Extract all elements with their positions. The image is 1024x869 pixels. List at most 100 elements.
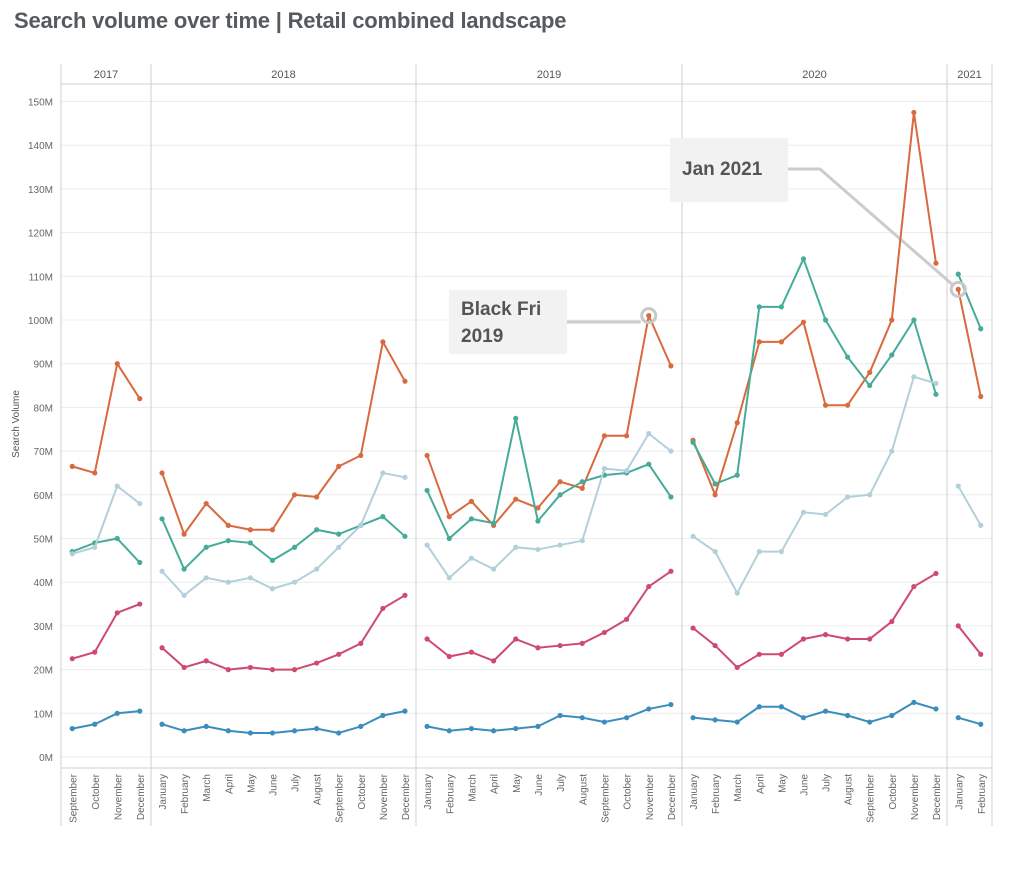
data-point bbox=[513, 636, 519, 642]
series-lines bbox=[69, 109, 984, 736]
data-point bbox=[203, 658, 209, 664]
series-orange bbox=[69, 109, 984, 537]
data-point bbox=[712, 717, 718, 723]
data-point bbox=[601, 719, 608, 725]
x-tick-label: November bbox=[910, 773, 921, 820]
data-point bbox=[446, 653, 452, 660]
year-header-2020: 2020 bbox=[802, 69, 826, 81]
annotation-markers bbox=[640, 280, 967, 325]
data-point bbox=[978, 721, 984, 727]
series-line-segment bbox=[957, 625, 982, 655]
data-point bbox=[291, 544, 298, 550]
data-point bbox=[690, 625, 696, 631]
data-point bbox=[712, 481, 718, 487]
data-point bbox=[668, 568, 674, 574]
data-point bbox=[911, 699, 917, 705]
data-point bbox=[756, 549, 762, 555]
data-point bbox=[225, 522, 231, 528]
data-point bbox=[822, 632, 829, 638]
x-tick-label: August bbox=[578, 774, 589, 805]
data-point bbox=[181, 592, 187, 598]
data-point bbox=[468, 649, 475, 655]
x-tick-label: December bbox=[932, 773, 943, 820]
data-point bbox=[867, 636, 873, 642]
data-point bbox=[203, 575, 209, 581]
x-tick-label: January bbox=[954, 774, 965, 810]
data-point bbox=[291, 492, 298, 498]
x-tick-label: July bbox=[822, 774, 833, 792]
x-tick-label: March bbox=[467, 774, 478, 802]
x-tick-label: May bbox=[512, 774, 523, 793]
data-point bbox=[159, 568, 165, 574]
data-point bbox=[557, 542, 563, 548]
x-tick-label: September bbox=[866, 773, 877, 823]
data-point bbox=[557, 712, 563, 719]
data-point bbox=[646, 461, 652, 467]
data-point bbox=[822, 317, 829, 323]
data-point bbox=[778, 304, 784, 310]
x-tick-label: November bbox=[645, 773, 656, 820]
data-point bbox=[778, 339, 784, 345]
data-point bbox=[911, 317, 917, 323]
data-point bbox=[579, 538, 585, 544]
series-line-segment bbox=[161, 594, 406, 671]
data-point bbox=[314, 494, 320, 500]
x-tick-label: March bbox=[202, 774, 213, 802]
data-point bbox=[579, 715, 585, 721]
y-tick-label: 60M bbox=[34, 491, 53, 502]
data-point bbox=[269, 667, 276, 673]
x-tick-label: October bbox=[623, 773, 634, 809]
series-line-segment bbox=[72, 710, 140, 730]
data-point bbox=[336, 730, 342, 736]
data-point bbox=[557, 479, 563, 485]
data-point bbox=[380, 470, 386, 476]
data-point bbox=[269, 527, 276, 533]
y-tick-label: 70M bbox=[34, 447, 53, 458]
data-point bbox=[159, 645, 165, 651]
data-point bbox=[889, 618, 895, 625]
data-point bbox=[867, 719, 873, 725]
data-point bbox=[402, 708, 408, 714]
data-point bbox=[358, 522, 364, 528]
series-blue bbox=[69, 699, 984, 736]
panel-frames: 2017 2018 2019 2020 2021 bbox=[60, 64, 993, 826]
data-point bbox=[402, 378, 408, 384]
series-line-segment bbox=[71, 603, 141, 660]
data-point bbox=[137, 601, 143, 607]
data-point bbox=[535, 645, 541, 651]
data-point bbox=[446, 575, 452, 581]
data-point bbox=[358, 640, 364, 646]
data-point bbox=[734, 420, 740, 426]
x-tick-label: June bbox=[534, 774, 545, 796]
data-point bbox=[955, 483, 961, 489]
data-point bbox=[911, 583, 917, 590]
y-tick-label: 120M bbox=[28, 229, 53, 240]
data-point bbox=[978, 651, 984, 657]
series-line-segment bbox=[426, 432, 672, 579]
x-tick-label: April bbox=[755, 774, 766, 794]
y-tick-label: 0M bbox=[39, 753, 53, 764]
series-line-segment bbox=[71, 362, 141, 474]
data-point bbox=[690, 533, 696, 539]
data-point bbox=[623, 715, 630, 721]
x-tick-label: October bbox=[91, 773, 102, 809]
data-point bbox=[845, 712, 851, 719]
x-tick-label: November bbox=[113, 773, 124, 820]
x-tick-label: January bbox=[423, 774, 434, 810]
data-point bbox=[358, 452, 364, 459]
series-line-segment bbox=[71, 485, 141, 555]
data-point bbox=[114, 610, 120, 616]
data-point bbox=[137, 396, 143, 402]
data-point bbox=[646, 431, 652, 437]
data-point bbox=[314, 725, 320, 732]
y-tick-label: 90M bbox=[34, 360, 53, 371]
data-point bbox=[402, 533, 408, 539]
data-point bbox=[756, 704, 762, 710]
annotation-black-friday-2019: Black Fri 2019 bbox=[449, 290, 567, 354]
data-point bbox=[159, 721, 165, 727]
data-point bbox=[579, 640, 585, 646]
data-point bbox=[778, 704, 784, 710]
x-tick-label: August bbox=[313, 774, 324, 805]
data-point bbox=[668, 701, 674, 708]
y-tick-label: 20M bbox=[34, 666, 53, 677]
